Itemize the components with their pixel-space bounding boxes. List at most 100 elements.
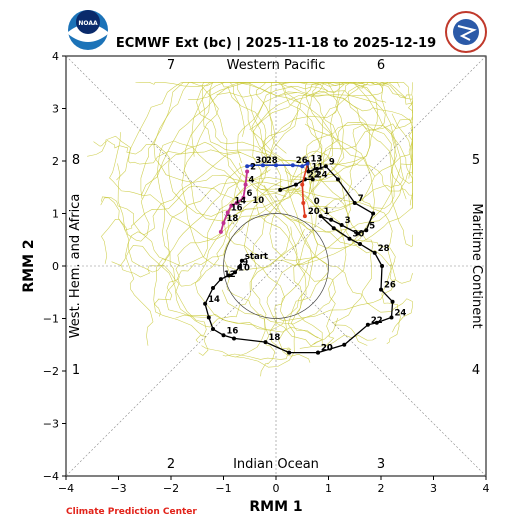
- point-label: 7: [358, 194, 364, 204]
- region-right-label: Maritime Continent: [469, 203, 484, 328]
- observed-path-point: [358, 241, 362, 246]
- observed-path-point: [318, 214, 323, 219]
- point-label: 30: [255, 156, 267, 166]
- forecast-blue-path-point: [300, 164, 305, 169]
- ensemble-member-line: [250, 164, 303, 377]
- forecast-magenta-path-point: [234, 201, 239, 205]
- forecast-magenta-path-point: [229, 203, 234, 208]
- observed-path-point: [365, 322, 370, 327]
- phase-5-label: 5: [472, 153, 480, 168]
- phase-4-label: 4: [472, 363, 480, 378]
- ensemble-member-line: [87, 135, 273, 202]
- observed-path-early-point: [232, 336, 236, 341]
- forecast-magenta-path-point: [241, 195, 246, 200]
- ensemble-member-line: [117, 160, 297, 273]
- observed-path-early-point: [263, 340, 268, 345]
- ensemble-member-line: [101, 149, 267, 264]
- point-label: 26: [296, 156, 308, 166]
- point-label: 20: [321, 344, 333, 354]
- ensemble-member-line: [252, 182, 347, 349]
- point-label: 26: [384, 281, 396, 291]
- point-label: 22: [371, 316, 383, 326]
- ensemble-member-line: [188, 82, 339, 165]
- ensemble-member-line: [304, 81, 413, 206]
- phase-1-label: 1: [72, 363, 80, 378]
- forecast-black-mid-point: [278, 187, 283, 192]
- ensemble-member-line: [101, 181, 301, 267]
- observed-path-early-point: [211, 327, 215, 331]
- forecast-black-mid: [279, 178, 313, 191]
- y-tick-label: −2: [43, 365, 59, 378]
- ensemble-member-line: [259, 81, 413, 151]
- ensemble-member-line: [111, 175, 242, 287]
- unit-circle: [223, 213, 329, 319]
- ensemble-member-line: [304, 113, 413, 203]
- observed-path-point: [372, 250, 377, 255]
- forecast-magenta-path-point: [243, 182, 248, 187]
- y-tick-label: 3: [52, 103, 59, 116]
- observed-path-early-point: [218, 277, 223, 282]
- y-tick-label: −3: [43, 418, 59, 431]
- noaa-logo: NOAA: [68, 10, 108, 50]
- point-label: 2: [250, 163, 256, 173]
- region-left-label: West. Hem. and Africa: [68, 194, 83, 339]
- point-label: 16: [231, 203, 243, 213]
- y-tick-label: 4: [52, 50, 59, 63]
- observed-path-point: [371, 211, 376, 216]
- observed-path-point: [314, 166, 319, 171]
- forecast-blue-path-point: [290, 163, 295, 168]
- ensemble-member-line: [263, 185, 413, 333]
- x-tick-label: −2: [163, 482, 179, 495]
- point-label: 5: [369, 221, 375, 231]
- forecast-magenta-path-point: [225, 210, 230, 215]
- ensemble-member-line: [249, 94, 386, 212]
- ensemble-member-line: [284, 170, 413, 284]
- point-label: 16: [227, 326, 239, 336]
- forecast-blue-path-point: [305, 161, 310, 166]
- ensemble-member-line: [116, 82, 282, 193]
- ensemble-member-line: [175, 180, 283, 343]
- ensemble-member-line: [235, 190, 329, 368]
- x-tick-label: 4: [483, 482, 490, 495]
- ensemble-member-line: [181, 89, 291, 271]
- observed-path-point: [374, 320, 379, 325]
- y-tick-label: 0: [52, 260, 59, 273]
- ensemble-member-line: [289, 81, 387, 182]
- ensemble-member-line: [119, 228, 305, 328]
- ensemble-member-line: [222, 194, 318, 360]
- nws-logo: [445, 11, 487, 53]
- point-label: 18: [227, 214, 239, 224]
- x-tick-label: 2: [378, 482, 385, 495]
- forecast-blue-path-point: [245, 164, 250, 169]
- forecast-black-mid-point: [293, 182, 298, 187]
- ensemble-member-line: [135, 82, 257, 222]
- point-label: 3: [345, 216, 351, 226]
- point-label: 12: [224, 270, 236, 280]
- observed-path-early-point: [237, 265, 242, 270]
- ensemble-member-line: [93, 140, 244, 217]
- x-axis-label: RMM 1: [249, 499, 302, 515]
- observed-path-early-point: [206, 315, 211, 320]
- ensemble-member-line: [252, 90, 407, 200]
- point-label: 20: [321, 344, 333, 354]
- observed-path-early-point: [233, 270, 238, 275]
- observed-path-point: [316, 350, 320, 355]
- observed-path-early-point: [203, 301, 208, 306]
- forecast-red-path: [301, 163, 309, 217]
- observed-path-point: [347, 236, 352, 241]
- forecast-blue-path-point: [274, 163, 278, 168]
- ensemble-member-line: [175, 174, 317, 331]
- observed-path-point: [331, 226, 336, 231]
- phase-6-label: 6: [377, 58, 385, 73]
- region-top-label: Western Pacific: [227, 58, 326, 73]
- forecast-black-mid-point: [310, 177, 315, 182]
- observed-path-early-point: [239, 258, 244, 263]
- point-label: 1: [324, 207, 330, 217]
- observed-path-point: [323, 164, 328, 169]
- ensemble-member-line: [125, 152, 242, 346]
- observed-path-point: [364, 228, 369, 233]
- point-label: 14: [234, 197, 246, 207]
- ensemble-member-line: [330, 165, 374, 346]
- forecast-blue-path-point: [250, 163, 255, 168]
